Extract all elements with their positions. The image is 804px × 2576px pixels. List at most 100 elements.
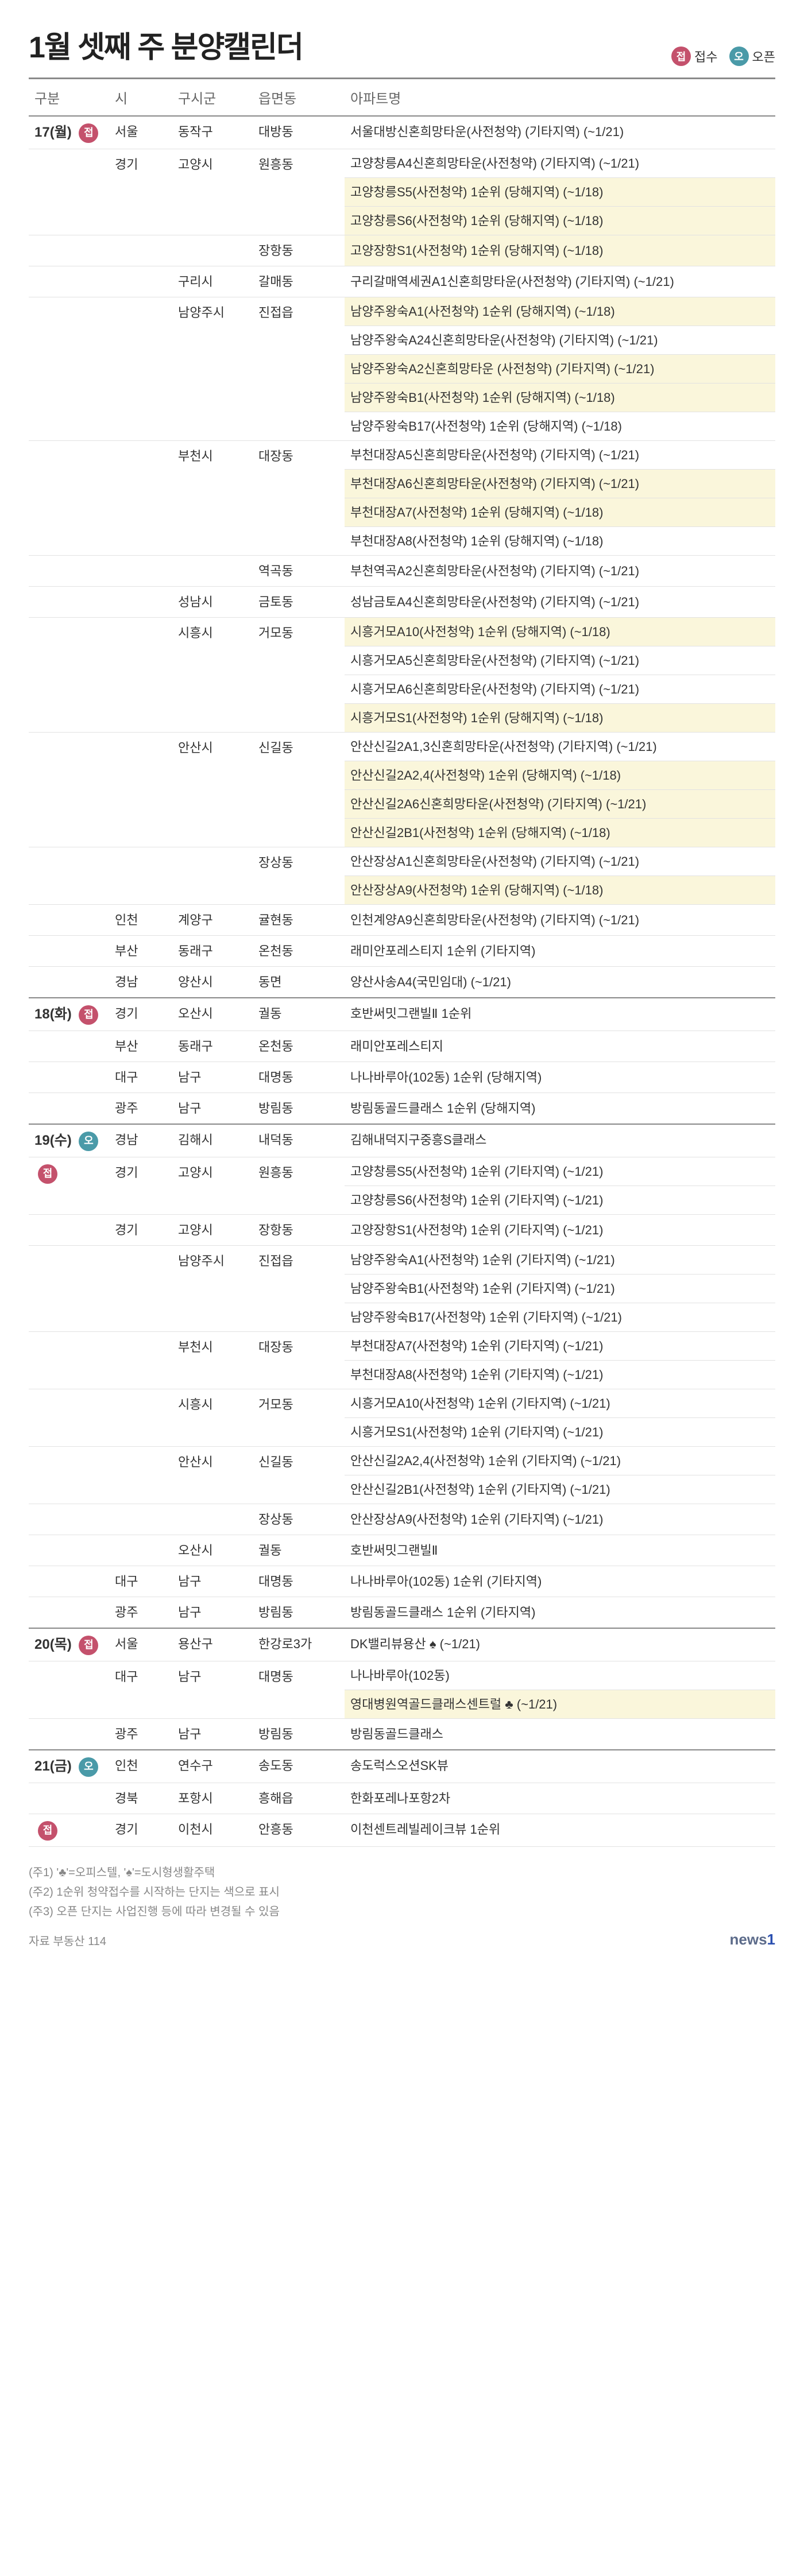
cell-apt: 방림동골드클래스 1순위 (기타지역) (345, 1597, 775, 1629)
cell-si: 경기 (109, 1814, 172, 1847)
cell-apt: 방림동골드클래스 1순위 (당해지역) (345, 1093, 775, 1125)
cell-date (29, 266, 109, 297)
cell-gu: 부천시 (172, 1332, 253, 1389)
cell-date (29, 297, 109, 441)
cell-dong: 신길동 (253, 733, 345, 847)
table-row: 남양주시진접읍남양주왕숙A1(사전청약) 1순위 (당해지역) (~1/18)남… (29, 297, 775, 441)
apt-line: 안산신길2A2,4(사전청약) 1순위 (기타지역) (~1/21) (345, 1447, 775, 1475)
table-row: 21(금) 오인천연수구송도동송도럭스오션SK뷰 (29, 1750, 775, 1783)
cell-date (29, 1389, 109, 1447)
cell-gu: 남양주시 (172, 1246, 253, 1332)
cell-gu: 동래구 (172, 936, 253, 967)
cell-dong: 한강로3가 (253, 1628, 345, 1661)
table-row: 대구남구대명동나나바루아(102동)영대병원역골드클래스센트럴 ♣ (~1/21… (29, 1661, 775, 1719)
cell-apt: 성남금토A4신혼희망타운(사전청약) (기타지역) (~1/21) (345, 587, 775, 618)
cell-gu: 구리시 (172, 266, 253, 297)
cell-si: 인천 (109, 1750, 172, 1783)
apt-line: 시흥거모S1(사전청약) 1순위 (당해지역) (~1/18) (345, 704, 775, 732)
cell-si (109, 1389, 172, 1447)
cell-date: 18(화) 접 (29, 998, 109, 1031)
cell-dong: 동면 (253, 967, 345, 998)
cell-date (29, 1566, 109, 1597)
cell-apt: 안산장상A1신혼희망타운(사전청약) (기타지역) (~1/21)안산장상A9(… (345, 847, 775, 905)
cell-dong: 안흥동 (253, 1814, 345, 1847)
table-row: 광주남구방림동방림동골드클래스 (29, 1719, 775, 1750)
cell-date (29, 556, 109, 587)
apt-line: 남양주왕숙B17(사전청약) 1순위 (당해지역) (~1/18) (345, 412, 775, 440)
table-row: 부천시대장동부천대장A7(사전청약) 1순위 (기타지역) (~1/21)부천대… (29, 1332, 775, 1389)
cell-apt: 안산신길2A2,4(사전청약) 1순위 (기타지역) (~1/21)안산신길2B… (345, 1447, 775, 1504)
cell-date (29, 149, 109, 235)
cell-si (109, 1504, 172, 1535)
apt-line: 고양창릉S6(사전청약) 1순위 (당해지역) (~1/18) (345, 207, 775, 235)
cell-dong: 갈매동 (253, 266, 345, 297)
cell-apt: 인천계양A9신혼희망타운(사전청약) (기타지역) (~1/21) (345, 905, 775, 936)
table-row: 광주남구방림동방림동골드클래스 1순위 (당해지역) (29, 1093, 775, 1125)
cell-apt: 남양주왕숙A1(사전청약) 1순위 (당해지역) (~1/18)남양주왕숙A24… (345, 297, 775, 441)
cell-gu: 용산구 (172, 1628, 253, 1661)
cell-si: 광주 (109, 1719, 172, 1750)
cell-apt: 양산사송A4(국민임대) (~1/21) (345, 967, 775, 998)
cell-dong: 신길동 (253, 1447, 345, 1504)
cell-dong: 진접읍 (253, 297, 345, 441)
cell-gu: 김해시 (172, 1124, 253, 1157)
cell-gu: 남양주시 (172, 297, 253, 441)
cell-date (29, 1031, 109, 1062)
table-row: 17(월) 접서울동작구대방동서울대방신혼희망타운(사전청약) (기타지역) (… (29, 116, 775, 149)
apt-line: 부천대장A6신혼희망타운(사전청약) (기타지역) (~1/21) (345, 470, 775, 498)
jeop-badge-icon: 접 (38, 1821, 57, 1841)
cell-dong: 대명동 (253, 1661, 345, 1719)
cell-date: 19(수) 오 (29, 1124, 109, 1157)
cell-dong: 송도동 (253, 1750, 345, 1783)
cell-dong: 온천동 (253, 936, 345, 967)
cell-dong: 온천동 (253, 1031, 345, 1062)
footnotes: (주1) '♣'=오피스텔, '♠'=도시형생활주택 (주2) 1순위 청약접수… (29, 1863, 775, 1922)
cell-apt: 호반써밋그랜빌Ⅱ 1순위 (345, 998, 775, 1031)
cell-apt: 부천대장A7(사전청약) 1순위 (기타지역) (~1/21)부천대장A8(사전… (345, 1332, 775, 1389)
footnote-3: (주3) 오픈 단지는 사업진행 등에 따라 변경될 수 있음 (29, 1902, 775, 1922)
cell-gu: 남구 (172, 1093, 253, 1125)
cell-date (29, 1661, 109, 1719)
cell-dong: 내덕동 (253, 1124, 345, 1157)
cell-apt: 부천대장A5신혼희망타운(사전청약) (기타지역) (~1/21)부천대장A6신… (345, 441, 775, 556)
cell-gu: 시흥시 (172, 1389, 253, 1447)
cell-gu: 포항시 (172, 1783, 253, 1814)
apt-line: 남양주왕숙A2신혼희망타운 (사전청약) (기타지역) (~1/21) (345, 355, 775, 384)
cell-dong: 대장동 (253, 441, 345, 556)
cell-si: 서울 (109, 1628, 172, 1661)
apt-line: 안산신길2A1,3신혼희망타운(사전청약) (기타지역) (~1/21) (345, 733, 775, 761)
cell-date (29, 1783, 109, 1814)
cell-date (29, 1093, 109, 1125)
cell-date (29, 1062, 109, 1093)
cell-si: 인천 (109, 905, 172, 936)
cell-si: 대구 (109, 1661, 172, 1719)
apt-line: 남양주왕숙A1(사전청약) 1순위 (기타지역) (~1/21) (345, 1246, 775, 1275)
cell-dong: 궐동 (253, 998, 345, 1031)
cell-date (29, 905, 109, 936)
cell-si (109, 1246, 172, 1332)
cell-si (109, 847, 172, 905)
cell-dong: 거모동 (253, 618, 345, 733)
cell-si: 경기 (109, 149, 172, 235)
cell-apt: 고양장항S1(사전청약) 1순위 (기타지역) (~1/21) (345, 1215, 775, 1246)
apt-line: 시흥거모A5신혼희망타운(사전청약) (기타지역) (~1/21) (345, 646, 775, 675)
open-badge-icon: 오 (79, 1132, 98, 1151)
cell-apt: 안산신길2A1,3신혼희망타운(사전청약) (기타지역) (~1/21)안산신길… (345, 733, 775, 847)
cell-date (29, 235, 109, 266)
cell-apt: 래미안포레스티지 (345, 1031, 775, 1062)
cell-dong: 궐동 (253, 1535, 345, 1566)
cell-dong: 원흥동 (253, 1157, 345, 1215)
cell-gu: 시흥시 (172, 618, 253, 733)
cell-dong: 대방동 (253, 116, 345, 149)
table-row: 장상동안산장상A1신혼희망타운(사전청약) (기타지역) (~1/21)안산장상… (29, 847, 775, 905)
table-row: 시흥시거모동시흥거모A10(사전청약) 1순위 (당해지역) (~1/18)시흥… (29, 618, 775, 733)
news1-logo: news1 (730, 1931, 776, 1949)
table-row: 경북포항시흥해읍한화포레나포항2차 (29, 1783, 775, 1814)
legend-open-label: 오픈 (752, 47, 775, 65)
table-row: 19(수) 오경남김해시내덕동김해내덕지구중흥S클래스 (29, 1124, 775, 1157)
apt-line: 시흥거모A10(사전청약) 1순위 (기타지역) (~1/21) (345, 1389, 775, 1418)
th-gu: 구시군 (172, 79, 253, 117)
apt-line: 부천대장A7(사전청약) 1순위 (기타지역) (~1/21) (345, 1332, 775, 1361)
cell-si: 대구 (109, 1062, 172, 1093)
legend: 접 접수 오 오픈 (671, 47, 775, 66)
